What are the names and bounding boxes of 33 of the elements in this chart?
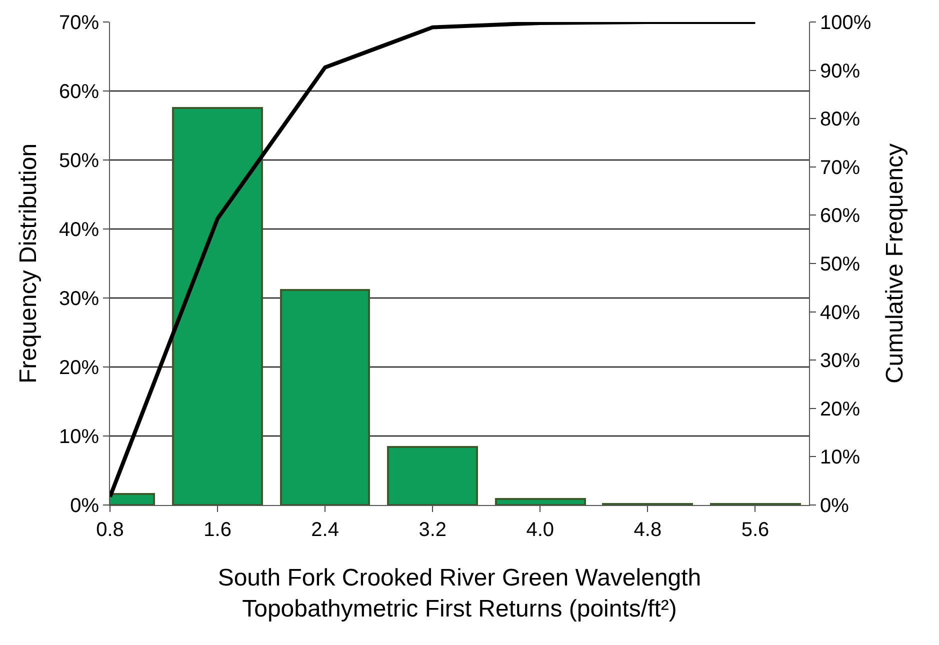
- x-axis-title: South Fork Crooked River Green Wavelength Topobathymetric First Returns (points/ft²): [218, 564, 702, 622]
- x-tick-label: 4.8: [634, 519, 662, 541]
- bar: [280, 289, 370, 505]
- y2-tick-label: 80%: [820, 108, 860, 131]
- x-tick-label: 2.4: [311, 519, 339, 541]
- x-tick-label: 1.6: [204, 519, 232, 541]
- bar: [172, 107, 263, 505]
- y-tick-label: 70%: [58, 12, 100, 34]
- y-tick-label: 10%: [58, 426, 100, 448]
- y-tick-label: 60%: [58, 81, 100, 103]
- y2-axis-title: Cumulative Frequency: [882, 143, 909, 384]
- y-tick-label: 40%: [58, 219, 100, 241]
- y-tick-label: 20%: [58, 357, 100, 379]
- y2-tick-label: 20%: [820, 398, 860, 420]
- y2-tick-label: 70%: [820, 156, 860, 179]
- x-tick-label: 5.6: [741, 519, 770, 541]
- y-axis-title: Frequency Distribution: [15, 143, 42, 384]
- y2-tick-label: 60%: [820, 205, 860, 228]
- bar: [387, 446, 478, 505]
- x-tick-label: 3.2: [418, 519, 447, 541]
- y2-tick-label: 90%: [820, 60, 860, 82]
- y-tick-label: 30%: [58, 288, 100, 310]
- y-tick-label: 50%: [58, 150, 100, 172]
- y2-tick-label: 10%: [820, 446, 860, 469]
- bar: [495, 498, 586, 505]
- y2-tick-label: 30%: [820, 350, 860, 372]
- y-tick-label: 0%: [70, 495, 100, 517]
- x-tick-label: 4.0: [526, 519, 554, 541]
- y2-tick-label: 50%: [820, 254, 860, 276]
- y2-tick-label: 0%: [820, 495, 850, 517]
- y2-tick-label: 100%: [820, 12, 872, 34]
- x-tick-label: 0.8: [96, 519, 124, 541]
- y2-tick-label: 40%: [820, 302, 860, 324]
